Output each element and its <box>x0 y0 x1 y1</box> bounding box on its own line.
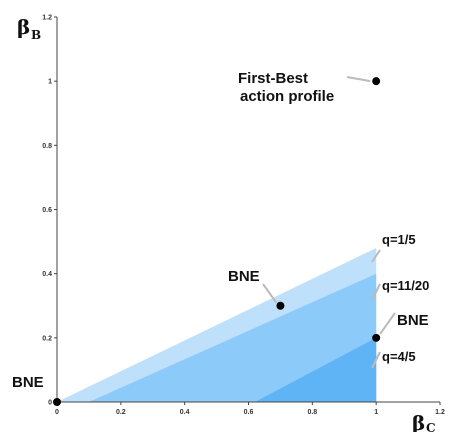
q-four-fifths-label: q=4/5 <box>382 349 416 364</box>
x-tick-label: 0 <box>55 409 59 416</box>
leader-line <box>371 249 381 263</box>
y-tick-label: 0 <box>48 400 52 407</box>
y-tick-label: 1.2 <box>42 15 52 22</box>
x-tick-label: 1 <box>374 409 378 416</box>
leader-line <box>371 283 381 301</box>
region-2 <box>88 273 377 402</box>
first-best-label-line1: First-Best <box>238 70 308 87</box>
x-tick-label: 0.4 <box>180 409 190 416</box>
x-tick-label: 0.2 <box>116 409 126 416</box>
y-tick-label: 0.2 <box>42 335 52 342</box>
regions-layer <box>57 248 377 402</box>
data-point-3 <box>372 333 381 342</box>
bne-right-label: BNE <box>397 312 429 329</box>
leader-line <box>262 283 278 304</box>
x-tick-label: 1.2 <box>435 409 445 416</box>
data-point-4 <box>53 398 61 406</box>
y-tick-label: 1 <box>48 79 52 86</box>
leader-line <box>371 351 381 369</box>
points-layer <box>53 77 381 406</box>
y-axis-label-sub: B <box>31 28 41 42</box>
x-axis-label: β <box>412 411 425 432</box>
y-axis-label: β <box>17 15 30 39</box>
bne-origin-label: BNE <box>12 374 44 391</box>
q-one-fifth-label: q=1/5 <box>382 232 416 247</box>
x-ticks: 0 0.2 0.4 0.6 0.8 1 1.2 <box>55 402 445 416</box>
data-point-1 <box>372 77 381 86</box>
region-3 <box>254 337 377 402</box>
x-tick-label: 0.6 <box>244 409 254 416</box>
y-ticks: 0 0.2 0.4 0.6 0.8 1 1.2 <box>42 15 57 407</box>
bne-mid-label: BNE <box>228 268 260 285</box>
y-tick-label: 0.8 <box>42 143 52 150</box>
x-tick-label: 0.8 <box>307 409 317 416</box>
q-eleven-twentieths-label: q=11/20 <box>382 278 429 293</box>
leader-line <box>379 312 396 335</box>
y-tick-label: 0.4 <box>42 271 52 278</box>
leader-lines <box>262 76 396 369</box>
data-point-2 <box>276 301 285 310</box>
x-axis-label-sub: C <box>426 421 436 432</box>
leader-line <box>346 76 371 83</box>
first-best-label-line2: action profile <box>240 88 334 105</box>
y-tick-label: 0.6 <box>42 207 52 214</box>
